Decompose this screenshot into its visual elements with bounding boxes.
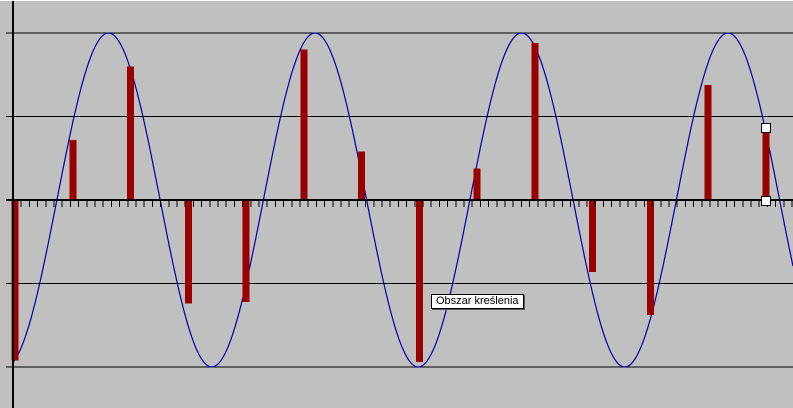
bar-series-column-6[interactable] <box>300 49 308 201</box>
bar-series-column-5[interactable] <box>242 200 250 302</box>
bar-series-column-13[interactable] <box>704 84 712 200</box>
bar-series-column-3[interactable] <box>127 66 134 201</box>
bar-series-column-10[interactable] <box>531 43 539 200</box>
bar-series-column-4[interactable] <box>184 200 192 304</box>
bar-series-column-1[interactable] <box>11 200 19 361</box>
bar-series-column-8[interactable] <box>415 200 423 362</box>
selection-handle-bottom[interactable] <box>760 196 771 206</box>
bar-series-column-14[interactable] <box>762 128 770 200</box>
tooltip-text: Obszar kreślenia <box>436 295 519 307</box>
selection-handle-top[interactable] <box>760 123 771 134</box>
plot-area-tooltip: Obszar kreślenia <box>431 294 524 309</box>
bar-series-column-2[interactable] <box>69 139 77 200</box>
bar-series-column-9[interactable] <box>473 168 481 200</box>
bar-series-column-11[interactable] <box>589 200 596 272</box>
bar-series-column-7[interactable] <box>358 151 365 200</box>
chart-border-highlight <box>0 0 793 1</box>
line-series-sine[interactable] <box>12 32 793 368</box>
bar-series-column-12[interactable] <box>646 200 654 316</box>
